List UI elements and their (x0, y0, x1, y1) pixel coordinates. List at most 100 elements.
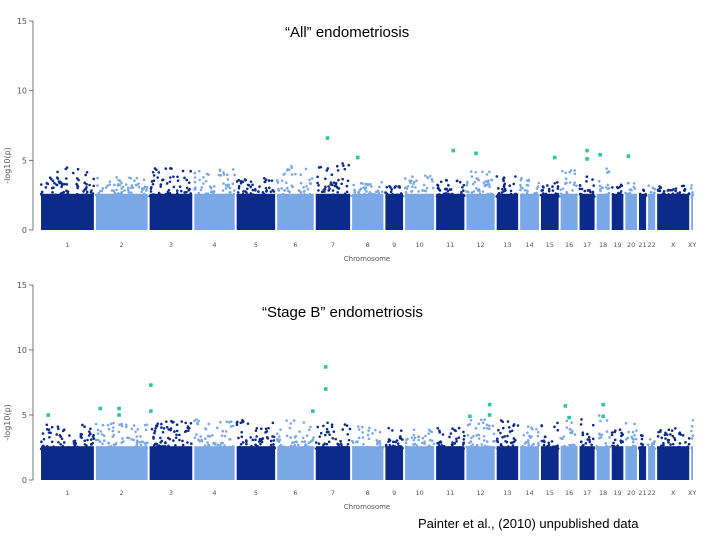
snp-point (343, 423, 347, 426)
snp-point (151, 193, 154, 197)
snp-point (587, 435, 591, 439)
snp-point (530, 426, 533, 430)
y-tick-label: 5 (22, 156, 27, 165)
snp-point (197, 192, 201, 196)
snp-point (501, 187, 504, 191)
snp-point (257, 446, 261, 450)
snp-point (108, 194, 111, 197)
snp-point (648, 438, 652, 441)
snp-point (531, 194, 535, 198)
snp-point (673, 436, 676, 440)
snp-point (44, 446, 47, 450)
snp-point (181, 194, 184, 197)
snp-point (142, 187, 146, 190)
chromosome-label: 1 (65, 489, 69, 497)
snp-point (394, 440, 397, 444)
snp-point (643, 447, 646, 450)
snp-point (462, 447, 465, 450)
snp-point (481, 170, 484, 174)
snp-point (242, 190, 245, 193)
snp-point (330, 425, 334, 429)
snp-point (280, 195, 283, 198)
snp-point (565, 191, 569, 195)
snp-point (269, 190, 273, 194)
snp-point (165, 425, 169, 429)
snp-point (269, 195, 272, 198)
snp-point (59, 192, 63, 195)
snp-point (272, 443, 275, 446)
snp-point (71, 171, 75, 175)
snp-point (94, 422, 98, 426)
chromosome-band-10 (405, 193, 435, 230)
snp-point (96, 428, 100, 432)
snp-point (193, 419, 196, 423)
snp-point (202, 182, 205, 185)
snp-point (625, 195, 629, 198)
snp-point (362, 195, 366, 198)
snp-point (546, 444, 550, 448)
snp-point (288, 426, 292, 430)
snp-point (481, 447, 485, 451)
snp-point (367, 192, 371, 196)
snp-point (573, 172, 577, 176)
highlighted-snp (149, 383, 153, 387)
snp-point (579, 440, 583, 443)
snp-point (159, 436, 162, 440)
snp-point (305, 434, 309, 437)
snp-point (367, 437, 371, 441)
snp-point (690, 437, 694, 440)
snp-point (390, 188, 393, 191)
snp-point (527, 441, 530, 444)
snp-point (678, 431, 682, 435)
snp-point (178, 447, 181, 450)
snp-point (55, 183, 58, 186)
snp-point (341, 447, 344, 451)
snp-point (97, 191, 101, 195)
snp-point (396, 442, 400, 445)
highlighted-snp (117, 413, 121, 417)
snp-point (142, 178, 146, 182)
snp-point (460, 192, 463, 196)
snp-point (556, 181, 559, 184)
snp-point (255, 195, 259, 198)
snp-point (119, 192, 122, 196)
snp-point (304, 445, 308, 449)
snp-point (348, 427, 352, 431)
snp-point (411, 175, 414, 178)
snp-point (246, 183, 250, 187)
snp-point (220, 194, 223, 198)
snp-point (410, 179, 413, 183)
snp-point (162, 427, 166, 430)
snp-point (458, 180, 462, 184)
snp-point (613, 438, 617, 442)
snp-point (56, 177, 60, 180)
snp-point (235, 421, 239, 425)
snp-point (627, 445, 630, 449)
snp-point (60, 185, 63, 189)
snp-point (663, 192, 666, 196)
snp-point (176, 175, 179, 179)
snp-point (301, 440, 304, 444)
snp-point (551, 445, 555, 449)
snp-point (317, 442, 321, 445)
chromosome-label: 17 (583, 489, 591, 497)
snp-point (462, 434, 466, 438)
highlighted-snp (585, 148, 589, 153)
snp-point (436, 441, 439, 445)
y-tick-label: 15 (17, 17, 27, 26)
snp-point (499, 442, 503, 446)
snp-point (502, 183, 506, 187)
highlighted-snp (567, 415, 571, 420)
highlighted-snp (323, 365, 328, 369)
snp-point (593, 195, 596, 198)
snp-point (111, 195, 115, 198)
snp-point (520, 176, 523, 180)
snp-point (96, 176, 99, 180)
snp-point (608, 445, 611, 449)
snp-point (315, 194, 319, 198)
snp-point (547, 441, 551, 445)
snp-point (436, 184, 440, 187)
snp-point (174, 443, 177, 447)
snp-point (455, 440, 458, 443)
chromosome-band-7 (315, 193, 351, 230)
